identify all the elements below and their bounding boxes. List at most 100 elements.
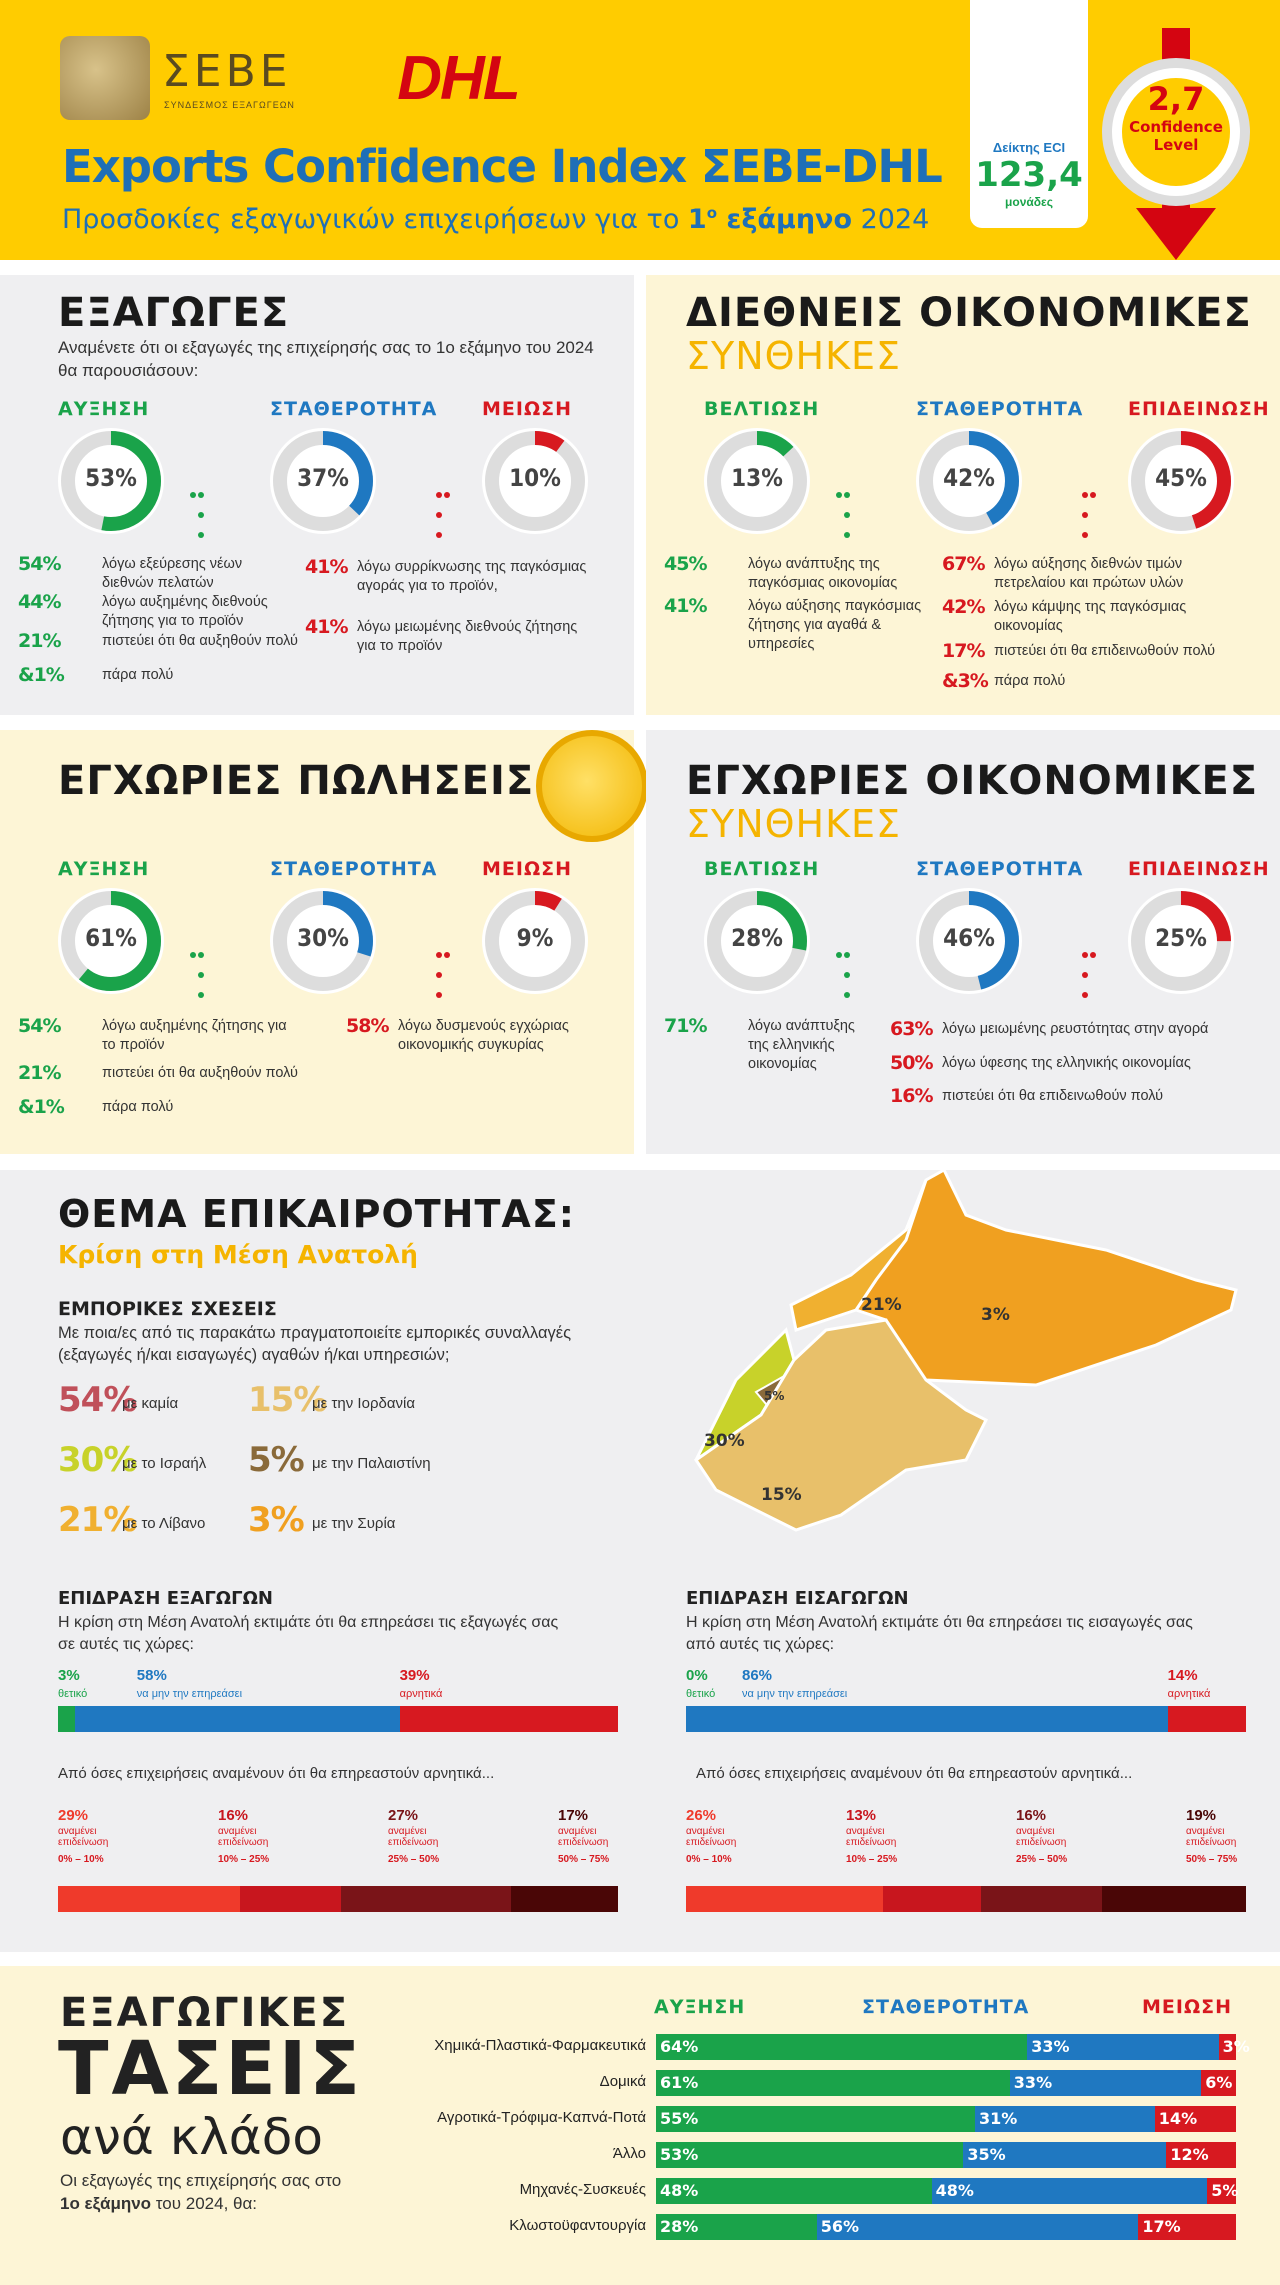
- page-title: Exports Confidence Index ΣΕΒΕ-DHL: [62, 140, 943, 193]
- domestic_sales-up-pct: 21%: [18, 1062, 61, 1084]
- domestic_econ-down-pct: 63%: [890, 1018, 933, 1040]
- domestic_sales-up-reason: πιστεύει ότι θα αυξηθούν πολύ: [102, 1065, 298, 1081]
- exports-dots-down-dot: [436, 492, 442, 498]
- confidence-label2: Level: [1153, 136, 1199, 154]
- domestic_econ-donut-flat-ring: [916, 888, 1022, 994]
- trade-label: με την Συρία: [312, 1515, 396, 1532]
- neg-label: αναμένει επιδείνωση: [846, 1826, 897, 1848]
- domestic_econ-dots-down-dot: [1082, 972, 1088, 978]
- domestic_sales-dots-down-dot: [436, 952, 442, 958]
- sector-bar-down: 6%: [1201, 2070, 1236, 2096]
- neg-label: αναμένει επιδείνωση: [1186, 1826, 1237, 1848]
- neg-seg-3: [511, 1886, 618, 1912]
- domestic_econ-up-pct: 71%: [664, 1015, 707, 1037]
- imp-impact-text: Η κρίση στη Μέση Ανατολή εκτιμάτε ότι θα…: [686, 1614, 1193, 1653]
- exports-up-pct: 21%: [18, 630, 61, 652]
- sector-bar-flat: 33%: [1009, 2070, 1202, 2096]
- imp-neg-title: Από όσες επιχειρήσεις αναμένουν ότι θα ε…: [696, 1765, 1133, 1782]
- domestic_econ-label-down: ΕΠΙΔΕΙΝΩΣΗ: [1128, 858, 1270, 880]
- sector-bar-down: 3%: [1218, 2034, 1250, 2060]
- domestic_sales-up-pct: 54%: [18, 1015, 61, 1037]
- exports-up-reason: πιστεύει ότι θα αυξηθούν πολύ: [102, 633, 298, 649]
- sectors-desc-post: του 2024, θα:: [151, 2193, 258, 2213]
- sector-name: Χημικά-Πλαστικά-Φαρμακευτικά: [434, 2037, 646, 2054]
- domestic_sales-dots-down-dot: [436, 992, 442, 998]
- domestic_sales-donut-flat: 30%: [270, 888, 376, 994]
- exports-dots-down: [436, 476, 450, 540]
- neg-pct: 16%: [1016, 1807, 1047, 1824]
- domestic_sales-dots-up-dot: [198, 972, 204, 978]
- impact-pct: 0%: [686, 1667, 708, 1684]
- neg-range: 10% – 25%: [846, 1854, 898, 1865]
- exp-impact-text: Η κρίση στη Μέση Ανατολή εκτιμάτε ότι θα…: [58, 1614, 559, 1653]
- impact-seg-1: [74, 1706, 400, 1732]
- exports-label-up: ΑΥΞΗΣΗ: [58, 398, 150, 420]
- neg-range: 25% – 50%: [1016, 1854, 1068, 1865]
- sectors-title1: ΕΞΑΓΩΓΙΚΕΣ: [60, 1990, 350, 2036]
- exports-up-reason: πάρα πολύ: [102, 667, 174, 683]
- domestic_econ-dots-down: [1082, 936, 1096, 1000]
- impact-label: θετικό: [58, 1688, 88, 1700]
- exports-donut-up: 53%: [58, 428, 164, 534]
- sector-bar-up: 53%: [656, 2142, 964, 2168]
- sector-name: Άλλο: [612, 2145, 646, 2162]
- intl-dots-up-dot: [844, 492, 850, 498]
- domestic_sales-up-reason: πάρα πολύ: [102, 1099, 174, 1115]
- neg-pct: 27%: [388, 1807, 419, 1824]
- trade-question: Με ποια/ες από τις παρακάτω πραγματοποιε…: [58, 1324, 572, 1365]
- neg-seg-0: [58, 1886, 241, 1912]
- neg-label: αναμένει επιδείνωση: [388, 1826, 439, 1848]
- exports-title: ΕΞΑΓΩΓΕΣ: [58, 290, 290, 336]
- eci-label: Δείκτης ECI: [992, 140, 1066, 155]
- intl-down-reason: πιστεύει ότι θα επιδεινωθούν πολύ: [994, 643, 1216, 659]
- neg-seg-1: [882, 1886, 982, 1912]
- neg-label: αναμένει επιδείνωση: [686, 1826, 737, 1848]
- exp-impact-title: ΕΠΙΔΡΑΣΗ ΕΞΑΓΩΓΩΝ: [58, 1588, 273, 1609]
- subtitle-num: 1: [687, 204, 707, 235]
- impact-label: αρνητικά: [1167, 1688, 1211, 1700]
- intl-down-reason: λόγω κάμψης της παγκόσμιας οικονομίας: [994, 599, 1187, 634]
- trade-label: με την Παλαιστίνη: [312, 1455, 431, 1472]
- intl-up-pct: 41%: [664, 595, 707, 617]
- sectors-desc-pre: Οι εξαγωγές της επιχείρησής σας στο: [60, 2171, 342, 2190]
- domestic_econ-donut-up-ring: [704, 888, 810, 994]
- intl-down-reason: πάρα πολύ: [994, 673, 1066, 689]
- intl-dots-down: [1082, 476, 1096, 540]
- domestic_sales-dots-down: [436, 936, 450, 1000]
- intl-donut-down-ring: [1128, 428, 1234, 534]
- impact-pct: 14%: [1167, 1667, 1198, 1684]
- neg-range: 50% – 75%: [1186, 1854, 1238, 1865]
- impact-seg-2: [399, 1706, 618, 1732]
- impact-seg-1: [686, 1706, 1168, 1732]
- map-label-lebanon: 21%: [861, 1295, 902, 1315]
- trade-label: με καμία: [122, 1395, 179, 1412]
- domestic_sales-donut-up-value: 61%: [85, 924, 137, 952]
- domestic_sales-donut-flat-ring: [270, 888, 376, 994]
- domestic_econ-down-reason: λόγω ύφεσης της ελληνικής οικονομίας: [942, 1055, 1191, 1071]
- neg-seg-3: [1102, 1886, 1246, 1912]
- domestic_econ-donut-flat: 46%: [916, 888, 1022, 994]
- domestic_econ-donut-down-value: 25%: [1155, 924, 1207, 952]
- domestic_econ-down-pct: 50%: [890, 1052, 933, 1074]
- neg-label: αναμένει επιδείνωση: [58, 1826, 109, 1848]
- neg-range: 10% – 25%: [218, 1854, 270, 1865]
- domestic_econ-dots-up-dot: [836, 952, 842, 958]
- exports-dots-up-dot: [198, 532, 204, 538]
- domestic_sales-label-flat: ΣΤΑΘΕΡΟΤΗΤΑ: [270, 858, 438, 880]
- neg-range: 0% – 10%: [58, 1854, 104, 1865]
- neg-pct: 17%: [558, 1807, 589, 1824]
- neg-seg-2: [341, 1886, 512, 1912]
- exports-question: Αναμένετε ότι οι εξαγωγές της επιχείρησή…: [58, 338, 594, 380]
- domestic_sales-up-pct: &1%: [18, 1096, 65, 1118]
- impact-pct: 3%: [58, 1667, 80, 1684]
- intl-dots-up-dot: [844, 532, 850, 538]
- domestic_econ-donut-up: 28%: [704, 888, 810, 994]
- exports-up-pct: 54%: [18, 553, 61, 575]
- domestic_econ-dots-down-dot: [1082, 992, 1088, 998]
- exp-neg-title: Από όσες επιχειρήσεις αναμένουν ότι θα ε…: [58, 1765, 495, 1782]
- intl-donut-down-value: 45%: [1155, 464, 1207, 492]
- exports-down-reason: λόγω μειωμένης διεθνούς ζήτησης για το π…: [357, 619, 578, 654]
- neg-label: αναμένει επιδείνωση: [558, 1826, 609, 1848]
- intl-label-up: ΒΕΛΤΙΩΣΗ: [704, 398, 820, 420]
- sebe-logo-sub: ΣΥΝΔΕΣΜΟΣ ΕΞΑΓΩΓΕΩΝ: [164, 100, 295, 110]
